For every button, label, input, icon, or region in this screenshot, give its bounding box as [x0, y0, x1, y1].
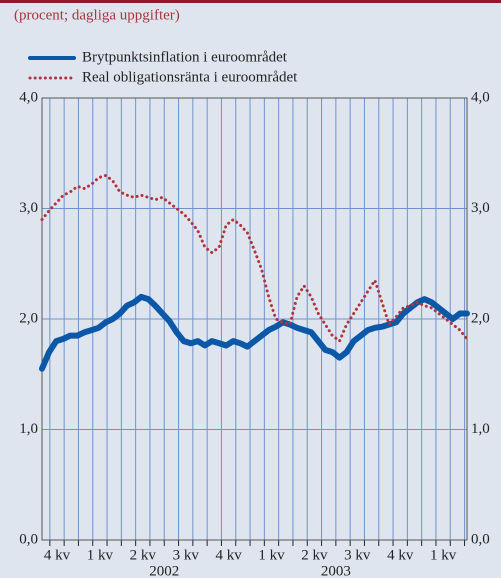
x-tick-label: 2 kv [301, 547, 328, 563]
plot-frame [41, 97, 468, 541]
legend-label: Real obligationsränta i euroområdet [82, 69, 298, 85]
y-tick-label: 2,0 [19, 310, 38, 326]
y2-tick-label: 1,0 [471, 421, 490, 437]
top-bar [0, 0, 501, 3]
x-tick-label: 1 kv [430, 547, 457, 563]
y-tick-label: 1,0 [19, 421, 38, 437]
y-tick-label: 4,0 [19, 89, 38, 105]
y2-tick-label: 2,0 [471, 310, 490, 326]
x-tick-label: 4 kv [387, 547, 414, 563]
y-tick-label: 0,0 [19, 531, 38, 547]
x-tick-label: 1 kv [87, 547, 114, 563]
year-label: 2002 [149, 563, 179, 578]
x-tick-label: 2 kv [130, 547, 157, 563]
year-label: 2003 [321, 563, 351, 578]
chart-subtitle: (procent; dagliga uppgifter) [14, 7, 180, 23]
x-tick-label: 3 kv [173, 547, 200, 563]
series-line [40, 173, 469, 343]
x-tick-label: 4 kv [44, 547, 71, 563]
y2-tick-label: 0,0 [471, 531, 490, 547]
series-line [39, 293, 470, 372]
y-tick-label: 3,0 [19, 200, 38, 216]
y2-tick-label: 4,0 [471, 89, 490, 105]
legend-label: Brytpunktsinflation i euroområdet [82, 49, 288, 65]
x-tick-label: 1 kv [258, 547, 285, 563]
x-tick-label: 3 kv [344, 547, 371, 563]
y2-tick-label: 3,0 [471, 200, 490, 216]
x-tick-label: 4 kv [215, 547, 242, 563]
